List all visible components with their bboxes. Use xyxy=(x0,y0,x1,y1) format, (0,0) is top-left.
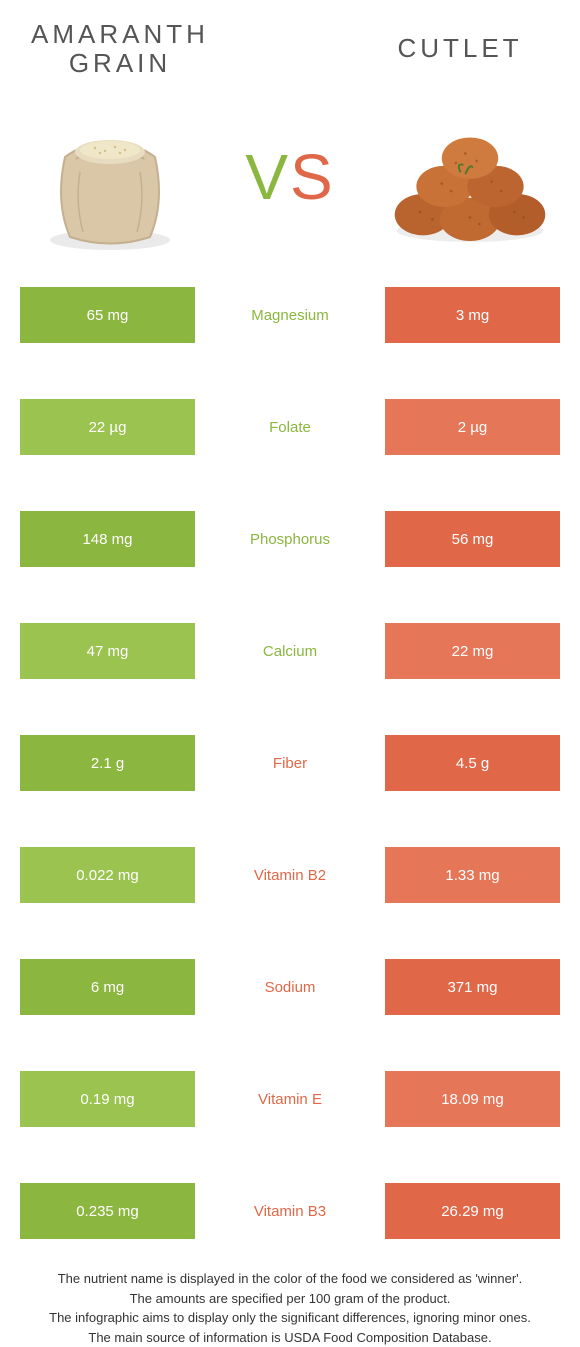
left-food-title: Amaranthgrain xyxy=(20,20,220,77)
nutrient-label: Vitamin E xyxy=(195,1071,385,1127)
nutrient-label: Sodium xyxy=(195,959,385,1015)
footer-line-3: The infographic aims to display only the… xyxy=(20,1308,560,1328)
vs-s: S xyxy=(290,141,335,213)
row-separator xyxy=(20,455,560,511)
right-food-image xyxy=(390,97,550,257)
footer-notes: The nutrient name is displayed in the co… xyxy=(20,1269,560,1347)
footer-line-2: The amounts are specified per 100 gram o… xyxy=(20,1289,560,1309)
row-separator xyxy=(20,567,560,623)
nutrient-row: 0.022 mgVitamin B21.33 mg xyxy=(20,847,560,903)
nutrient-row: 148 mgPhosphorus56 mg xyxy=(20,511,560,567)
left-food-image xyxy=(30,97,190,257)
image-row: VS xyxy=(0,87,580,287)
row-separator xyxy=(20,679,560,735)
nutrient-table: 65 mgMagnesium3 mg 22 µgFolate2 µg 148 mgP… xyxy=(20,287,560,1239)
nutrient-row: 2.1 gFiber4.5 g xyxy=(20,735,560,791)
nutrient-row: 0.235 mgVitamin B326.29 mg xyxy=(20,1183,560,1239)
row-separator xyxy=(20,903,560,959)
nutrient-right-value: 1.33 mg xyxy=(385,847,560,903)
nutrient-left-value: 0.235 mg xyxy=(20,1183,195,1239)
nutrient-label: Calcium xyxy=(195,623,385,679)
nutrient-right-value: 2 µg xyxy=(385,399,560,455)
nutrient-right-value: 22 mg xyxy=(385,623,560,679)
nutrient-label: Fiber xyxy=(195,735,385,791)
row-separator xyxy=(20,791,560,847)
header-row: Amaranthgrain Cutlet xyxy=(0,0,580,87)
nutrient-row: 0.19 mgVitamin E18.09 mg xyxy=(20,1071,560,1127)
vs-label: VS xyxy=(245,140,334,214)
grain-bag-icon xyxy=(35,102,185,252)
cutlet-pile-icon xyxy=(390,102,550,252)
nutrient-right-value: 3 mg xyxy=(385,287,560,343)
row-separator xyxy=(20,1015,560,1071)
nutrient-right-value: 18.09 mg xyxy=(385,1071,560,1127)
row-separator xyxy=(20,1127,560,1183)
nutrient-left-value: 0.022 mg xyxy=(20,847,195,903)
nutrient-left-value: 6 mg xyxy=(20,959,195,1015)
nutrient-right-value: 4.5 g xyxy=(385,735,560,791)
nutrient-right-value: 56 mg xyxy=(385,511,560,567)
vs-v: V xyxy=(245,141,290,213)
nutrient-left-value: 2.1 g xyxy=(20,735,195,791)
right-food-title: Cutlet xyxy=(360,34,560,63)
nutrient-label: Magnesium xyxy=(195,287,385,343)
nutrient-left-value: 22 µg xyxy=(20,399,195,455)
footer-line-4: The main source of information is USDA F… xyxy=(20,1328,560,1347)
nutrient-left-value: 148 mg xyxy=(20,511,195,567)
row-separator xyxy=(20,343,560,399)
nutrient-right-value: 371 mg xyxy=(385,959,560,1015)
nutrient-left-value: 0.19 mg xyxy=(20,1071,195,1127)
nutrient-row: 65 mgMagnesium3 mg xyxy=(20,287,560,343)
nutrient-row: 22 µgFolate2 µg xyxy=(20,399,560,455)
nutrient-left-value: 47 mg xyxy=(20,623,195,679)
nutrient-right-value: 26.29 mg xyxy=(385,1183,560,1239)
nutrient-row: 6 mgSodium371 mg xyxy=(20,959,560,1015)
nutrient-row: 47 mgCalcium22 mg xyxy=(20,623,560,679)
nutrient-left-value: 65 mg xyxy=(20,287,195,343)
footer-line-1: The nutrient name is displayed in the co… xyxy=(20,1269,560,1289)
nutrient-label: Folate xyxy=(195,399,385,455)
nutrient-label: Vitamin B2 xyxy=(195,847,385,903)
nutrient-label: Vitamin B3 xyxy=(195,1183,385,1239)
nutrient-label: Phosphorus xyxy=(195,511,385,567)
